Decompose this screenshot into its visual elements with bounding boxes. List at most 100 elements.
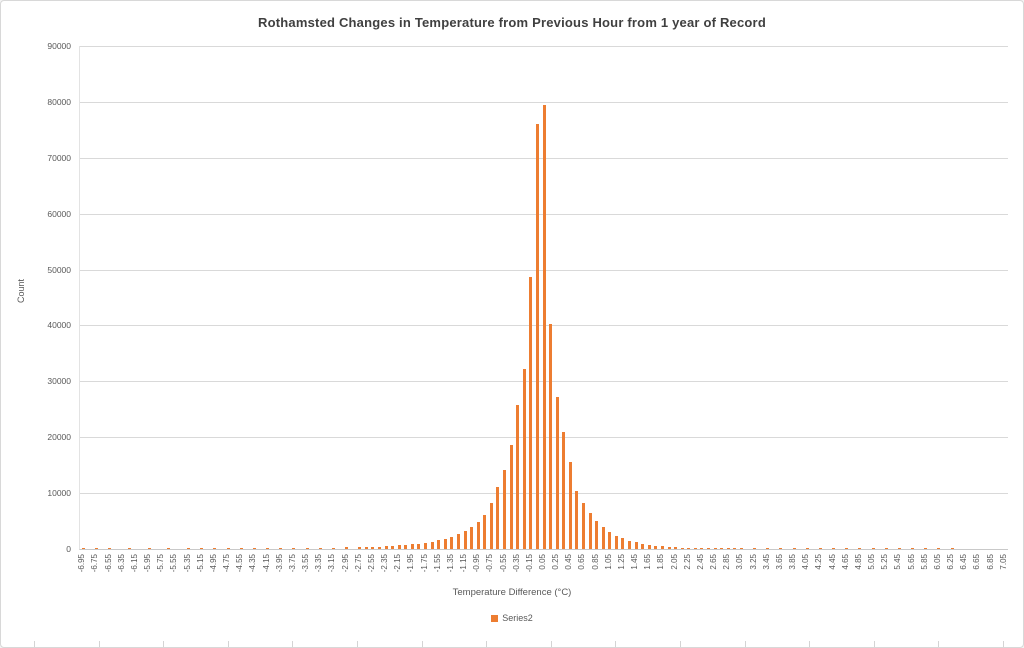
bar[interactable]: [654, 545, 658, 549]
bar[interactable]: [667, 546, 671, 549]
bar[interactable]: [595, 521, 599, 549]
bar[interactable]: [226, 548, 230, 549]
bar[interactable]: [792, 548, 796, 549]
bar[interactable]: [581, 503, 585, 549]
bar[interactable]: [384, 546, 388, 549]
bar[interactable]: [766, 548, 770, 549]
bar[interactable]: [700, 548, 704, 549]
x-tick-label: 5.45: [893, 554, 903, 570]
bar[interactable]: [628, 540, 632, 549]
bar[interactable]: [726, 548, 730, 549]
bar[interactable]: [345, 547, 349, 549]
bar[interactable]: [489, 502, 493, 549]
bar[interactable]: [739, 548, 743, 549]
bar[interactable]: [391, 545, 395, 549]
bar[interactable]: [858, 548, 862, 549]
bar[interactable]: [647, 544, 651, 549]
bar[interactable]: [733, 548, 737, 549]
bar[interactable]: [437, 540, 441, 549]
bar[interactable]: [575, 490, 579, 549]
bar[interactable]: [94, 548, 98, 549]
bar[interactable]: [187, 548, 191, 549]
bar[interactable]: [641, 543, 645, 549]
bar[interactable]: [884, 548, 888, 549]
bar[interactable]: [417, 543, 421, 549]
bar[interactable]: [660, 546, 664, 549]
bar[interactable]: [542, 104, 546, 549]
bar[interactable]: [720, 548, 724, 549]
bar[interactable]: [443, 538, 447, 549]
bar[interactable]: [483, 514, 487, 549]
bar[interactable]: [950, 548, 954, 549]
bar[interactable]: [476, 522, 480, 549]
bar[interactable]: [924, 548, 928, 549]
bar[interactable]: [634, 542, 638, 549]
bar[interactable]: [845, 548, 849, 549]
bar[interactable]: [779, 548, 783, 549]
bar[interactable]: [318, 547, 322, 549]
bar[interactable]: [430, 541, 434, 549]
bar[interactable]: [588, 513, 592, 549]
bar[interactable]: [911, 548, 915, 549]
x-tick-label: -6.35: [116, 554, 126, 573]
bar[interactable]: [127, 548, 131, 549]
bar[interactable]: [601, 527, 605, 549]
bar[interactable]: [456, 534, 460, 549]
bar[interactable]: [680, 547, 684, 549]
bar[interactable]: [239, 548, 243, 549]
bar[interactable]: [167, 548, 171, 549]
bar[interactable]: [621, 538, 625, 549]
bar[interactable]: [463, 531, 467, 549]
bar[interactable]: [81, 548, 85, 549]
bar[interactable]: [693, 548, 697, 549]
bar[interactable]: [404, 544, 408, 549]
bar[interactable]: [937, 548, 941, 549]
bar[interactable]: [292, 548, 296, 549]
bar[interactable]: [516, 405, 520, 549]
bar[interactable]: [331, 547, 335, 549]
bar[interactable]: [503, 470, 506, 549]
bar[interactable]: [200, 548, 204, 549]
bar[interactable]: [377, 546, 381, 549]
bar[interactable]: [707, 548, 711, 549]
bar[interactable]: [614, 535, 618, 549]
legend[interactable]: Series2: [1, 613, 1023, 623]
bar[interactable]: [397, 545, 401, 549]
bar[interactable]: [529, 276, 533, 549]
bar[interactable]: [674, 547, 678, 549]
bar[interactable]: [568, 461, 572, 549]
bar[interactable]: [108, 548, 112, 549]
x-tick-label: 0.25: [551, 554, 561, 570]
bar[interactable]: [522, 369, 526, 549]
bar[interactable]: [358, 547, 362, 549]
bar[interactable]: [424, 542, 428, 549]
bar[interactable]: [364, 547, 368, 549]
bar[interactable]: [509, 445, 513, 549]
bar[interactable]: [279, 548, 283, 549]
bar[interactable]: [450, 536, 454, 549]
bar[interactable]: [252, 548, 256, 549]
bar[interactable]: [266, 548, 270, 549]
plot-area[interactable]: [79, 46, 1008, 550]
bar[interactable]: [871, 548, 875, 549]
bar[interactable]: [805, 548, 809, 549]
bar[interactable]: [371, 546, 375, 549]
bar[interactable]: [608, 532, 612, 549]
bar[interactable]: [535, 124, 539, 549]
bar[interactable]: [305, 547, 309, 549]
bar[interactable]: [213, 548, 217, 549]
bar[interactable]: [496, 486, 500, 549]
bar[interactable]: [753, 548, 757, 549]
bar[interactable]: [410, 544, 414, 549]
bar[interactable]: [713, 548, 717, 549]
bar[interactable]: [818, 548, 822, 549]
bar[interactable]: [549, 323, 553, 549]
bar[interactable]: [470, 527, 474, 549]
bar[interactable]: [687, 547, 691, 549]
bar[interactable]: [555, 396, 559, 549]
bar[interactable]: [147, 548, 151, 549]
bar[interactable]: [897, 548, 901, 549]
bar[interactable]: [832, 548, 836, 549]
bar[interactable]: [562, 431, 566, 549]
